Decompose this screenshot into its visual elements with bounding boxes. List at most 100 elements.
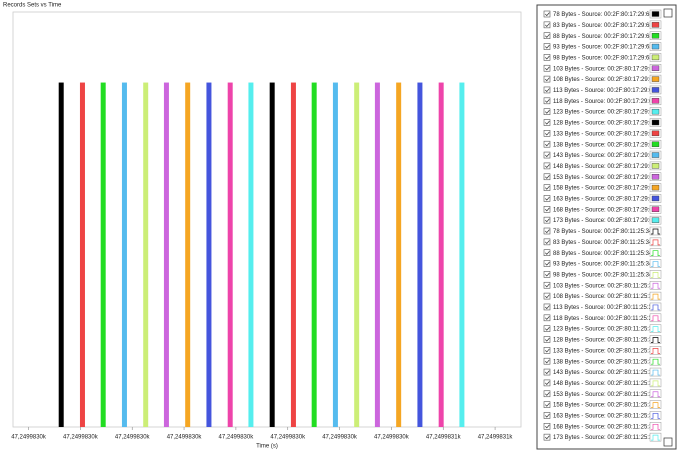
legend-swatch-frame (649, 302, 662, 312)
legend-checkbox[interactable] (543, 97, 551, 105)
legend-label: 153 Bytes - Source: 00:2F:80:17:29:68 (553, 175, 657, 181)
legend-label: 128 Bytes - Source: 00:2F:80:17:29:68 (553, 121, 657, 127)
legend-swatch (651, 65, 660, 71)
legend-swatch-frame (649, 432, 662, 442)
legend-check (545, 316, 550, 320)
legend-swatch (651, 369, 660, 376)
legend-check (545, 142, 550, 147)
legend-swatch (651, 130, 660, 137)
legend-checkbox[interactable] (543, 162, 551, 170)
legend-checkbox[interactable] (543, 368, 551, 376)
legend-check (545, 359, 550, 364)
legend-checkbox[interactable] (543, 281, 551, 289)
legend-label: 168 Bytes - Source: 00:2F:80:17:29:68 (553, 207, 657, 213)
legend-check (545, 327, 550, 331)
legend-checkbox[interactable] (543, 390, 551, 398)
legend-checkbox[interactable] (543, 347, 551, 354)
legend-label: 173 Bytes - Source: 00:2F:80:17:29:68 (553, 218, 657, 224)
legend-checkbox[interactable] (543, 260, 551, 267)
legend-swatch (651, 184, 660, 191)
legend-checkbox[interactable] (543, 86, 551, 94)
legend-checkbox[interactable] (543, 227, 551, 235)
legend-checkbox[interactable] (543, 21, 551, 29)
legend-checkbox[interactable] (543, 314, 551, 322)
legend-checkbox[interactable] (543, 10, 551, 18)
legend-label: 113 Bytes - Source: 00:2F:80:17:29:68 (553, 88, 656, 94)
x-tick-label: 47,2499830k (270, 435, 306, 441)
legend-check (545, 348, 550, 353)
legend-check (545, 251, 550, 255)
legend-swatch-frame (649, 324, 662, 333)
legend-checkbox[interactable] (543, 303, 551, 311)
legend-label: 128 Bytes - Source: 00:2F:80:11:25:34 (553, 338, 656, 344)
legend-checkbox[interactable] (543, 357, 551, 365)
legend-checkbox[interactable] (543, 64, 551, 72)
legend-swatch (651, 261, 660, 267)
legend-checkbox[interactable] (543, 54, 551, 61)
legend-checkbox[interactable] (543, 43, 551, 50)
legend-swatch (651, 272, 660, 278)
legend-swatch (651, 33, 660, 39)
legend-checkbox[interactable] (543, 151, 551, 159)
legend-swatch (651, 326, 660, 332)
legend-checkbox[interactable] (543, 75, 551, 83)
legend-label: 93 Bytes - Source: 00:2F:80:11:25:34 (553, 262, 653, 268)
legend-checkbox[interactable] (543, 195, 551, 202)
legend-checkbox[interactable] (543, 292, 551, 300)
legend-scroll-button[interactable] (663, 8, 673, 18)
legend-checkbox[interactable] (543, 271, 551, 278)
legend-swatch (651, 380, 660, 387)
legend-swatch-frame (649, 389, 662, 398)
legend-checkbox[interactable] (543, 238, 551, 246)
legend-swatch-frame (649, 335, 662, 344)
legend-label: 83 Bytes - Source: 00:2F:80:11:25:34 (553, 240, 653, 246)
legend-check (545, 381, 550, 386)
legend-swatch (651, 163, 660, 169)
x-tick-label: 47,2499830k (374, 435, 410, 441)
legend-swatch (651, 217, 660, 223)
legend-checkbox[interactable] (543, 108, 551, 115)
legend-checkbox[interactable] (543, 140, 551, 148)
legend-checkbox[interactable] (543, 379, 551, 387)
legend-label: 103 Bytes - Source: 00:2F:80:17:29:68 (553, 66, 657, 72)
legend-check (545, 164, 550, 169)
legend-checkbox[interactable] (543, 249, 551, 256)
legend-swatch (651, 402, 660, 408)
legend-swatch (651, 206, 660, 213)
legend-checkbox[interactable] (543, 216, 551, 224)
legend-checkbox[interactable] (543, 119, 551, 126)
legend-check (545, 131, 550, 136)
legend-check (545, 55, 550, 60)
legend-checkbox[interactable] (543, 173, 551, 181)
legend-label: 163 Bytes - Source: 00:2F:80:17:29:68 (553, 197, 657, 203)
legend-swatch-frame (649, 270, 662, 279)
legend-checkbox[interactable] (543, 184, 551, 191)
legend-checkbox[interactable] (543, 401, 551, 408)
legend-swatch (651, 228, 660, 235)
x-axis-label: Time (s) (256, 444, 278, 450)
legend-label: 83 Bytes - Source: 00:2F:80:17:29:68 (553, 23, 653, 29)
legend-check (545, 218, 550, 223)
bar (332, 82, 338, 428)
legend-check (545, 44, 550, 49)
legend-checkbox[interactable] (543, 336, 551, 343)
legend-checkbox[interactable] (543, 32, 551, 40)
legend-swatch-frame (649, 356, 662, 366)
bar (100, 82, 106, 428)
legend-swatch (651, 141, 660, 147)
legend-checkbox[interactable] (543, 412, 551, 419)
legend-checkbox[interactable] (543, 422, 551, 430)
legend-swatch-frame (649, 237, 662, 247)
legend-checkbox[interactable] (543, 130, 551, 137)
legend-checkbox[interactable] (543, 325, 551, 332)
legend-checkbox[interactable] (543, 206, 551, 213)
legend-checkbox[interactable] (543, 433, 551, 441)
legend-label: 118 Bytes - Source: 00:2F:80:17:29:68 (553, 99, 656, 105)
legend-label: 153 Bytes - Source: 00:2F:80:11:25:34 (553, 392, 656, 398)
legend-check (545, 196, 550, 201)
x-tick-label: 47,2499830k (63, 435, 99, 441)
legend-check (545, 153, 550, 158)
legend-label: 143 Bytes - Source: 00:2F:80:17:29:68 (553, 153, 657, 159)
legend-scroll-button[interactable] (663, 437, 673, 447)
